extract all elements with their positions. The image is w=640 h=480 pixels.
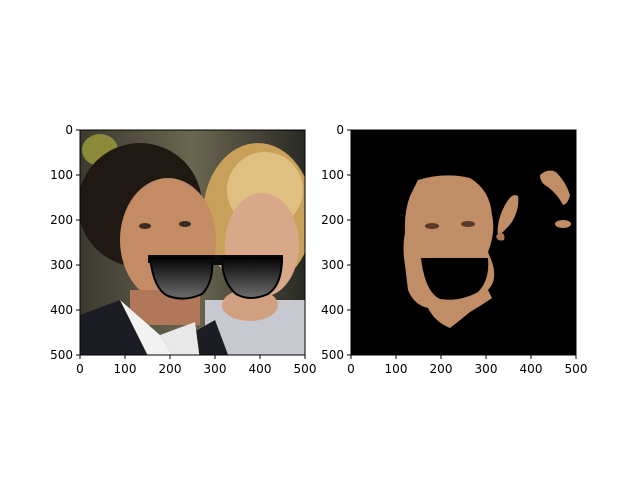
left-y-tick-label: 100 [50,168,73,182]
right-x-tick-label: 100 [385,362,408,376]
right-y-tick-label: 200 [321,213,344,227]
sunglasses-icon [148,255,284,300]
left-x-tick-label: 100 [114,362,137,376]
right-y-tick-label: 300 [321,258,344,272]
right-x-tick-label: 400 [520,362,543,376]
left-axes-frame [79,129,306,356]
right-axes: 0 100 200 300 400 500 0 100 200 300 400 500 [321,123,587,376]
right-image-panel [351,130,576,355]
right-x-tick-label: 0 [347,362,355,376]
right-x-ticks: 0 100 200 300 400 500 [347,355,587,376]
left-x-tick-label: 400 [249,362,272,376]
left-x-tick-label: 300 [204,362,227,376]
left-x-tick-label: 200 [159,362,182,376]
left-y-tick-label: 400 [50,303,73,317]
left-y-tick-label: 200 [50,213,73,227]
right-x-tick-label: 500 [565,362,588,376]
right-y-tick-label: 500 [321,348,344,362]
left-y-tick-label: 300 [50,258,73,272]
right-y-tick-label: 0 [336,123,344,137]
right-axes-frame [350,129,577,356]
right-x-tick-label: 300 [475,362,498,376]
right-x-tick-label: 200 [430,362,453,376]
left-y-tick-label: 0 [65,123,73,137]
right-y-tick-label: 100 [321,168,344,182]
left-x-ticks: 0 100 200 300 400 500 [76,355,316,376]
left-x-tick-label: 0 [76,362,84,376]
left-image-panel [80,130,305,355]
right-y-tick-label: 400 [321,303,344,317]
left-axes: 0 100 200 300 400 500 0 100 200 300 400 500 [50,123,316,376]
left-x-tick-label: 500 [294,362,317,376]
right-y-ticks: 0 100 200 300 400 500 [321,123,351,362]
left-y-ticks: 0 100 200 300 400 500 [50,123,80,362]
left-y-tick-label: 500 [50,348,73,362]
